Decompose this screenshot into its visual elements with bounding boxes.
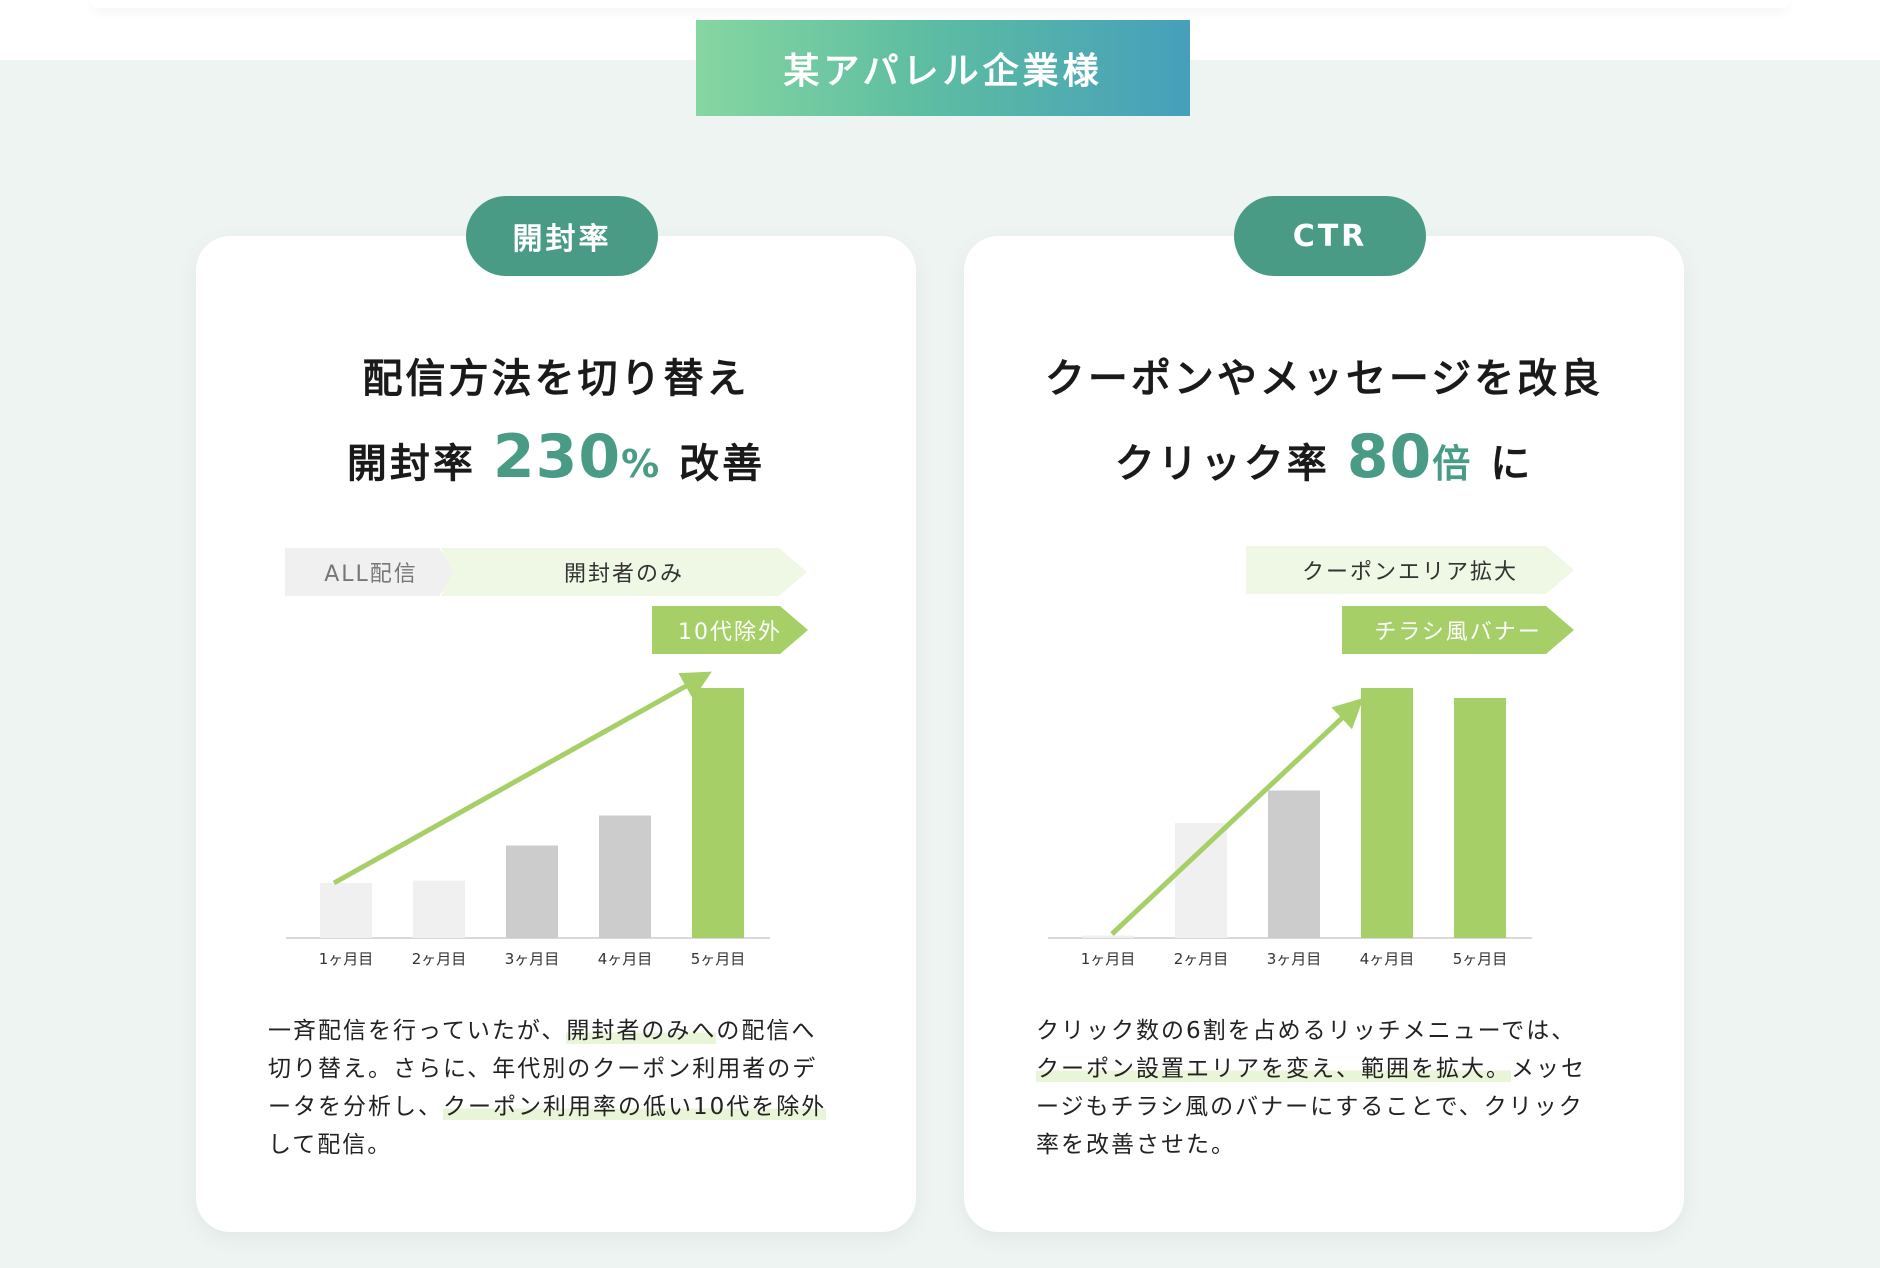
top-divider bbox=[90, 0, 1790, 8]
x-tick-label: 3ヶ月目 bbox=[505, 950, 560, 968]
desc-highlight: クーポン利用率の低い10代を除外 bbox=[443, 1094, 827, 1120]
x-tick-label: 5ヶ月目 bbox=[1453, 950, 1508, 968]
bar-chart-open-rate: 1ヶ月目 2ヶ月目 3ヶ月目 4ヶ月目 5ヶ月目 bbox=[286, 671, 770, 968]
headline-number: 80 bbox=[1346, 422, 1433, 492]
phase-tag-label: チラシ風バナー bbox=[1374, 620, 1542, 645]
desc-text: 一斉配信を行っていたが、 bbox=[268, 1018, 567, 1044]
phase-tag-all: ALL配信 bbox=[285, 548, 457, 596]
trend-arrow bbox=[1110, 697, 1364, 936]
phase-tag-label: クーポンエリア拡大 bbox=[1301, 560, 1518, 585]
x-tick-label: 2ヶ月目 bbox=[1174, 950, 1229, 968]
phase-tag-label: ALL配信 bbox=[324, 562, 418, 587]
bar-1 bbox=[1082, 935, 1134, 938]
case-card-open-rate bbox=[196, 236, 916, 1232]
metric-pill-label: 開封率 bbox=[512, 222, 612, 257]
bar-4 bbox=[1361, 688, 1413, 938]
headline-ctr: クーポンやメッセージを改良 クリック率 80倍 に bbox=[964, 340, 1684, 503]
x-tick-label: 1ヶ月目 bbox=[319, 950, 374, 968]
company-label: 某アパレル企業様 bbox=[783, 51, 1103, 92]
desc-highlight: クーポン設置エリアを変え、範囲を拡大。 bbox=[1036, 1056, 1511, 1082]
phase-tag-exclude-teens: 10代除外 bbox=[652, 606, 808, 654]
phase-tag-label: 10代除外 bbox=[678, 620, 782, 645]
metric-pill-ctr: CTR bbox=[1234, 196, 1426, 276]
headline-pre: クリック率 bbox=[1114, 441, 1330, 487]
x-tick-label: 4ヶ月目 bbox=[598, 950, 653, 968]
x-tick-label: 4ヶ月目 bbox=[1360, 950, 1415, 968]
desc-text: クリック数の6割を占めるリッチメニューでは、 bbox=[1036, 1018, 1577, 1044]
desc-highlight: 開封者のみへ bbox=[566, 1018, 717, 1044]
bar-5 bbox=[1454, 698, 1506, 938]
x-tick-label: 3ヶ月目 bbox=[1267, 950, 1322, 968]
headline-pre: 開封率 bbox=[346, 441, 476, 487]
x-tick-label: 1ヶ月目 bbox=[1081, 950, 1136, 968]
phase-tag-flyer-banner: チラシ風バナー bbox=[1342, 606, 1574, 654]
x-tick-label: 5ヶ月目 bbox=[691, 950, 746, 968]
headline-line2: クリック率 80倍 に bbox=[964, 418, 1684, 503]
bar-4 bbox=[599, 815, 651, 938]
phase-tag-coupon-area: クーポンエリア拡大 bbox=[1246, 546, 1574, 594]
headline-number: 230 bbox=[492, 422, 622, 492]
bar-2 bbox=[1175, 823, 1227, 938]
headline-post: に bbox=[1490, 441, 1534, 487]
headline-line1: クーポンやメッセージを改良 bbox=[1044, 356, 1604, 402]
headline-line1: 配信方法を切り替え bbox=[362, 356, 750, 402]
bar-1 bbox=[320, 883, 372, 938]
headline-unit: % bbox=[621, 442, 663, 486]
desc-text: して配信。 bbox=[268, 1132, 393, 1158]
metric-pill-label: CTR bbox=[1292, 218, 1368, 254]
company-banner: 某アパレル企業様 bbox=[696, 20, 1190, 116]
description-open-rate: 一斉配信を行っていたが、開封者のみへの配信へ切り替え。さらに、年代別のクーポン利… bbox=[268, 1012, 828, 1164]
headline-open-rate: 配信方法を切り替え 開封率 230% 改善 bbox=[196, 340, 916, 503]
phase-tag-label: 開封者のみ bbox=[563, 562, 684, 587]
bar-chart-ctr: 1ヶ月目 2ヶ月目 3ヶ月目 4ヶ月目 5ヶ月目 bbox=[1048, 688, 1532, 968]
bar-2 bbox=[413, 880, 465, 938]
description-ctr: クリック数の6割を占めるリッチメニューでは、クーポン設置エリアを変え、範囲を拡大… bbox=[1036, 1012, 1596, 1164]
headline-line2: 開封率 230% 改善 bbox=[196, 418, 916, 503]
trend-arrow bbox=[332, 671, 712, 886]
x-tick-label: 2ヶ月目 bbox=[412, 950, 467, 968]
phase-tag-openers: 開封者のみ bbox=[441, 548, 807, 596]
headline-unit: 倍 bbox=[1432, 442, 1474, 486]
metric-pill-open-rate: 開封率 bbox=[466, 196, 658, 276]
bar-5 bbox=[692, 688, 744, 938]
bar-3 bbox=[506, 845, 558, 938]
desc-text: の配信へ切り替え。さらに、年代別のクーポン利用者のデータを分析し、 bbox=[268, 1018, 818, 1120]
bar-3 bbox=[1268, 790, 1320, 938]
desc-text: メッセージもチラシ風のバナーにすることで、クリック率を改善させた。 bbox=[1036, 1056, 1586, 1158]
headline-post: 改善 bbox=[679, 441, 766, 487]
